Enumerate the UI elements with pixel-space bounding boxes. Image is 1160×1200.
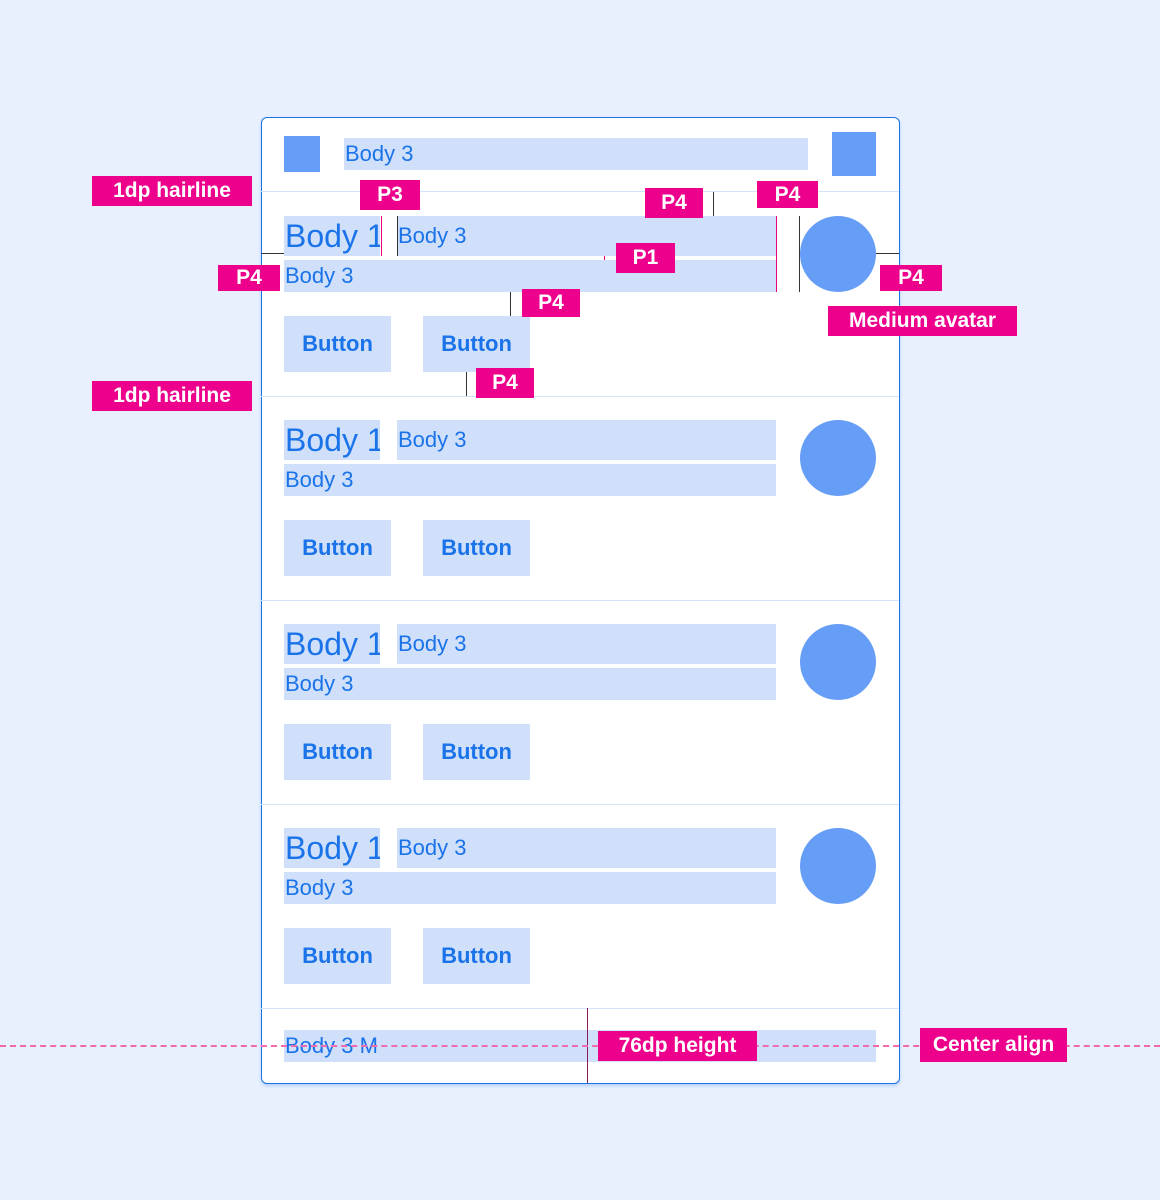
annotation-p3: P3 xyxy=(360,180,420,210)
hairline-divider xyxy=(261,804,899,805)
item-subtitle: Body 3 xyxy=(284,668,776,700)
redline xyxy=(876,253,899,254)
annotation-p1: P1 xyxy=(616,243,675,273)
hairline-divider xyxy=(261,396,899,397)
redline xyxy=(261,253,284,254)
item-title: Body 1 xyxy=(284,420,380,460)
leading-icon[interactable] xyxy=(284,136,320,172)
trailing-icon[interactable] xyxy=(832,132,876,176)
hairline-divider xyxy=(261,1008,899,1009)
hairline-divider xyxy=(261,191,899,192)
medium-avatar[interactable] xyxy=(800,828,876,904)
annotation-center-align: Center align xyxy=(920,1028,1067,1062)
redline xyxy=(799,216,800,292)
action-button-1[interactable]: Button xyxy=(284,724,391,780)
redline xyxy=(510,292,511,316)
hairline-divider xyxy=(261,600,899,601)
action-button-2[interactable]: Button xyxy=(423,928,530,984)
action-button-2[interactable]: Button xyxy=(423,724,530,780)
medium-avatar[interactable] xyxy=(800,216,876,292)
redline xyxy=(713,192,714,216)
action-button-1[interactable]: Button xyxy=(284,928,391,984)
item-subtitle: Body 3 xyxy=(284,872,776,904)
action-button-1[interactable]: Button xyxy=(284,316,391,372)
item-title: Body 1 xyxy=(284,216,380,256)
item-meta: Body 3 xyxy=(397,624,776,664)
item-subtitle: Body 3 xyxy=(284,464,776,496)
annotation-76dp-height: 76dp height xyxy=(598,1031,757,1061)
redline xyxy=(604,256,605,260)
item-subtitle: Body 3 xyxy=(284,260,776,292)
annotation-hairline: 1dp hairline xyxy=(92,381,252,411)
action-button-2[interactable]: Button xyxy=(423,316,530,372)
header-title: Body 3 xyxy=(344,138,808,170)
action-button-2[interactable]: Button xyxy=(423,520,530,576)
redline xyxy=(381,216,382,256)
annotation-hairline: 1dp hairline xyxy=(92,176,252,206)
annotation-p4: P4 xyxy=(757,181,818,208)
item-meta: Body 3 xyxy=(397,828,776,868)
action-button-1[interactable]: Button xyxy=(284,520,391,576)
item-meta: Body 3 xyxy=(397,216,776,256)
annotation-p4: P4 xyxy=(645,188,703,218)
annotation-p4: P4 xyxy=(218,265,280,291)
redline xyxy=(776,216,777,292)
item-title: Body 1 xyxy=(284,624,380,664)
redline xyxy=(466,372,467,396)
item-meta: Body 3 xyxy=(397,420,776,460)
annotation-medium-avatar: Medium avatar xyxy=(828,306,1017,336)
annotation-p4: P4 xyxy=(522,289,580,317)
annotation-p4: P4 xyxy=(880,265,942,291)
item-title: Body 1 xyxy=(284,828,380,868)
redline xyxy=(397,216,398,256)
annotation-p4: P4 xyxy=(476,368,534,398)
center-align-guide xyxy=(0,1045,1160,1047)
medium-avatar[interactable] xyxy=(800,624,876,700)
medium-avatar[interactable] xyxy=(800,420,876,496)
